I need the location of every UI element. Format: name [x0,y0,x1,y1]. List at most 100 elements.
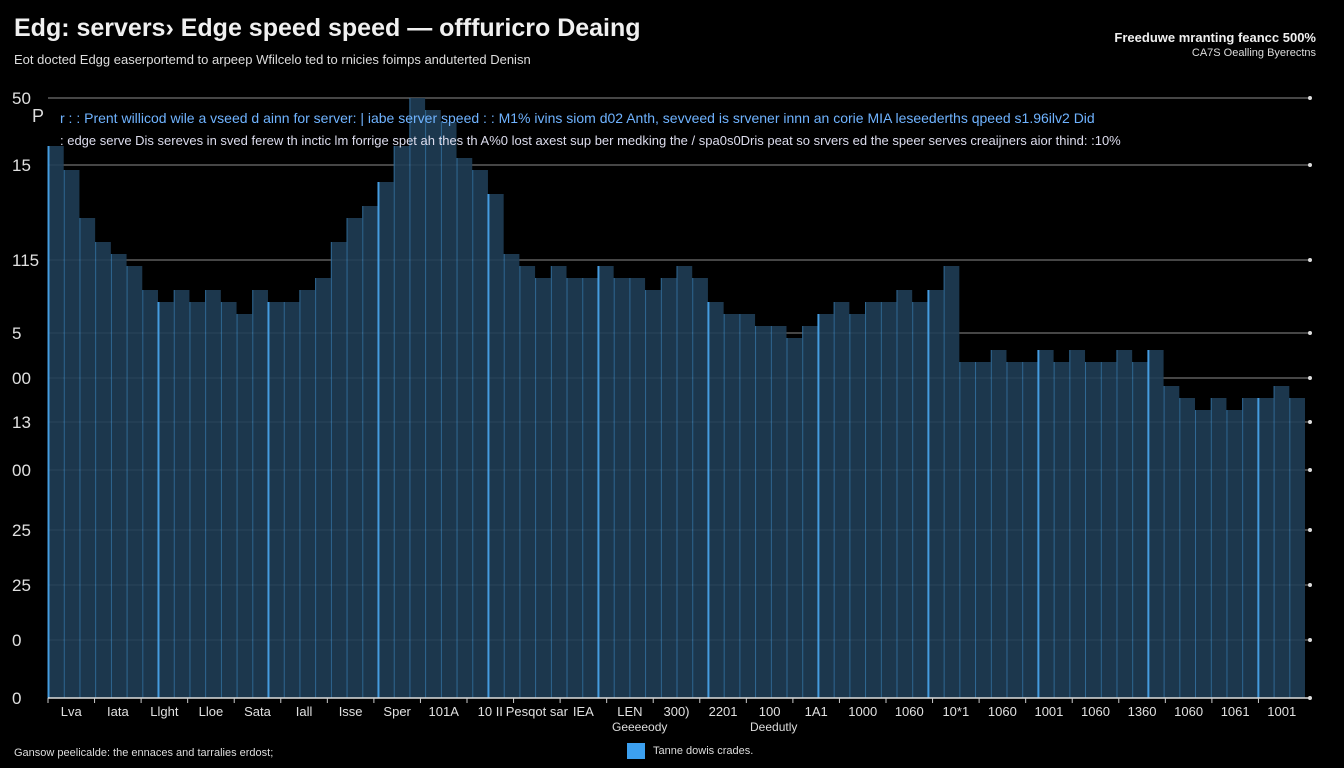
bar [48,146,64,698]
bar [1257,398,1274,698]
gridline-end-dot [1308,528,1312,532]
bar [1006,362,1023,698]
bar [550,266,567,698]
x-tick-label: Sata [244,704,272,719]
bar [1037,350,1054,698]
x-tick-label: Pesqot sar [506,704,569,719]
x-tick-label: 1060 [1174,704,1203,719]
legend: Tanne dowis crades. [627,743,753,759]
y-tick-label: 5 [12,324,21,343]
bar [236,314,253,698]
bar [220,302,237,698]
bar [1210,398,1227,698]
y-tick-label: 00 [12,461,31,480]
bar [252,290,268,698]
bar [849,314,866,698]
x-sub-label: Geeeeody [612,720,668,734]
bar [896,290,913,698]
bar [377,182,394,698]
bar [566,278,583,698]
bar [755,326,771,698]
x-tick-label: 1000 [848,704,877,719]
bar [723,314,740,698]
bar [393,146,410,698]
bar [739,314,756,698]
bar [126,266,143,698]
x-tick-label: 10*1 [942,704,969,719]
bar [409,98,426,698]
x-tick-label: IEA [573,704,594,719]
gridline-end-dot [1308,638,1312,642]
bar [597,266,614,698]
gridline-end-dot [1308,583,1312,587]
gridline-end-dot [1308,96,1312,100]
x-tick-label: Sper [383,704,411,719]
bar [315,278,331,698]
bar [95,242,111,698]
y-tick-label: 15 [12,156,31,175]
bar [157,302,174,698]
x-tick-label: Llght [150,704,179,719]
x-tick-label: Iall [296,704,313,719]
bar [425,110,441,698]
legend-label: Tanne dowis crades. [653,745,754,757]
bar [660,278,677,698]
x-tick-label: 1061 [1221,704,1250,719]
bar [582,278,598,698]
bar [487,194,504,698]
footer-note: Gansow peelicalde: the ennaces and tarra… [14,747,274,759]
bar [817,314,834,698]
bar [943,266,960,698]
bar [629,278,646,698]
bar [1085,362,1101,698]
bar [833,302,850,698]
bar [975,362,991,698]
gridline-end-dot [1308,258,1312,262]
bar [645,290,661,698]
bar [205,290,221,698]
bar [173,290,190,698]
x-tick-label: 1060 [1081,704,1110,719]
x-tick-label: 100 [759,704,781,719]
bar [456,158,473,698]
bar [692,278,708,698]
x-tick-label: Lloe [199,704,224,719]
x-tick-label: Lva [61,704,83,719]
bar [786,338,803,698]
x-tick-label: Iata [107,704,129,719]
gridline-end-dot [1308,468,1312,472]
bar [1163,386,1180,698]
bar [707,302,724,698]
bar [1273,386,1290,698]
bar [189,302,206,698]
bar [1289,398,1305,698]
x-tick-label: 1060 [895,704,924,719]
y-tick-label: 0 [12,689,21,708]
gridline-end-dot [1308,331,1312,335]
bar [613,278,630,698]
x-tick-label: 1A1 [805,704,828,719]
bar [110,254,127,698]
gridline-end-dot [1308,163,1312,167]
y-tick-label: 25 [12,576,31,595]
bar [299,290,316,698]
bar [1022,362,1038,698]
bar [880,302,897,698]
x-tick-label: 1060 [988,704,1017,719]
gridline-end-dot [1308,420,1312,424]
bar [519,266,536,698]
x-tick-label: 1001 [1034,704,1063,719]
x-tick-label: 1360 [1128,704,1157,719]
bar [802,326,818,698]
x-tick-label: 300) [663,704,689,719]
x-tick-label: 101A [429,704,460,719]
annotation-line-1: r : : Prent willicod wile a vseed d ainn… [60,110,1095,126]
bar [472,170,488,698]
chart-subtitle: Eot docted Edgg easerportemd to arpeep W… [14,52,531,67]
top-right-note: Freeduwe mranting feancc 500% [1114,30,1316,45]
bar [676,266,693,698]
bar [912,302,928,698]
bar [990,350,1007,698]
bar [267,302,284,698]
